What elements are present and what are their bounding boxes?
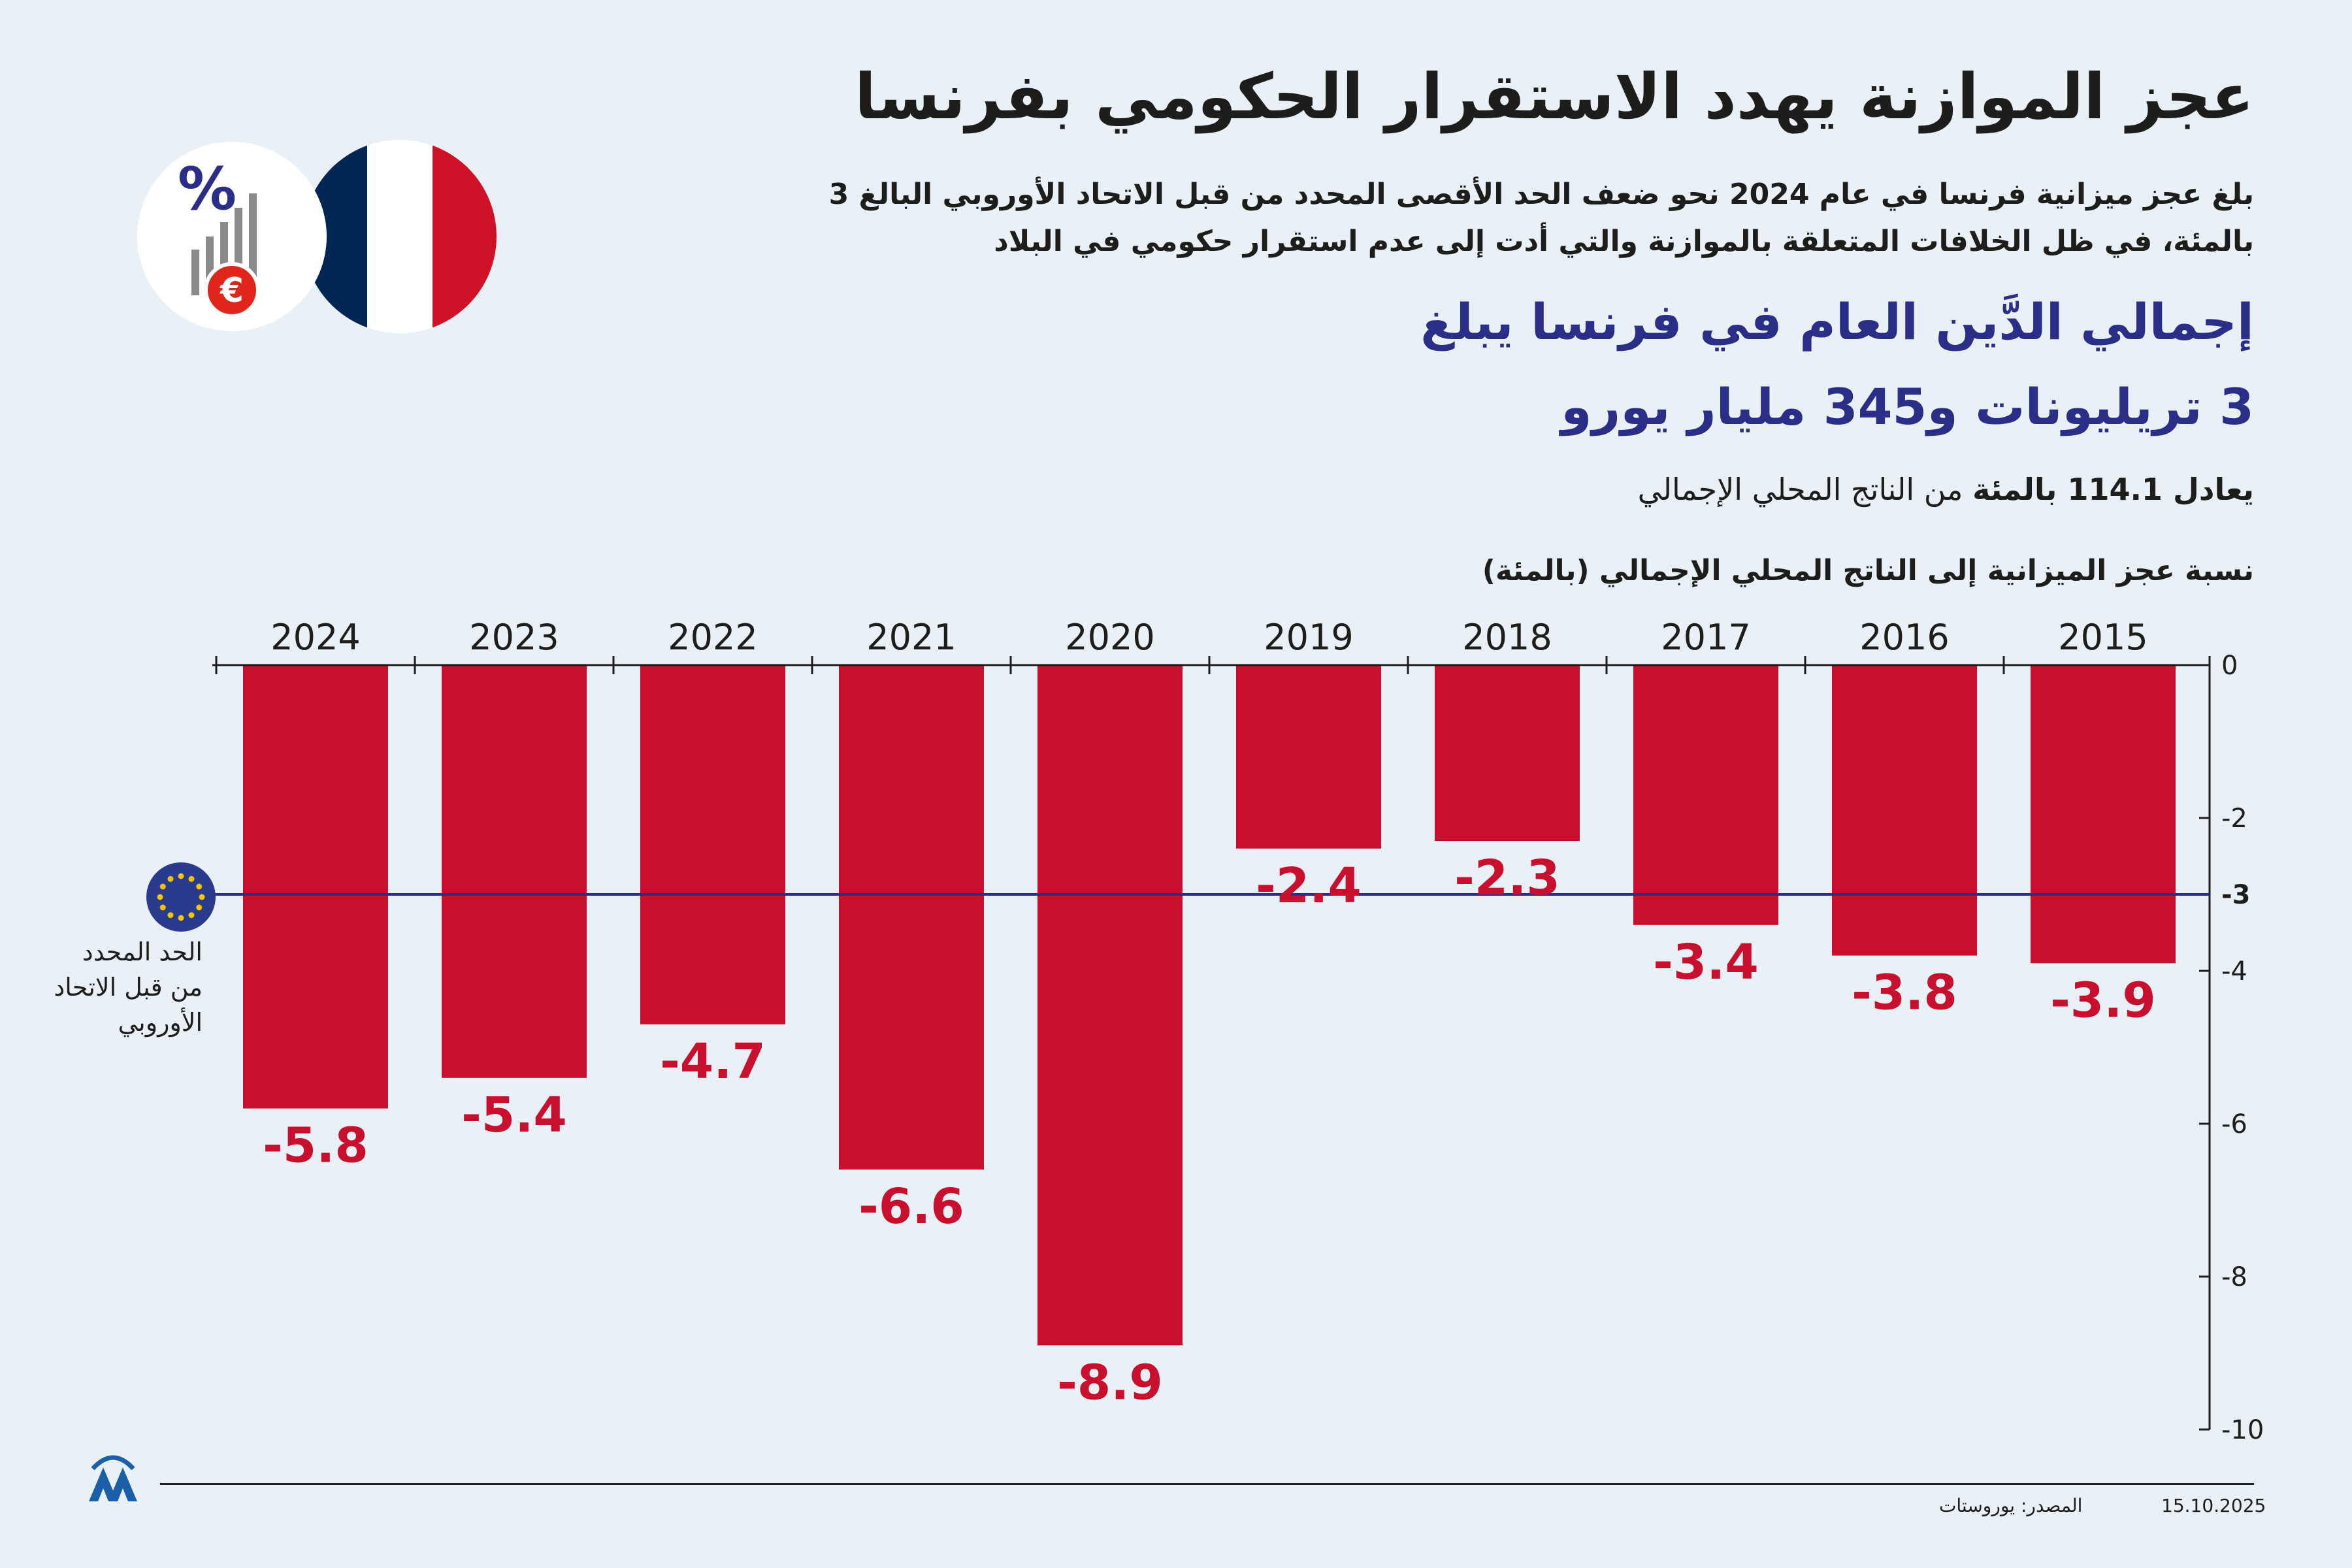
year-label-2016: 2016 bbox=[1859, 617, 1949, 658]
eu-limit-label: الحد المحدد من قبل الاتحاد الأوروبي bbox=[20, 934, 203, 1040]
bar-2017 bbox=[1633, 665, 1778, 925]
y-tick-label: -10 bbox=[2221, 1415, 2264, 1445]
value-label-2022: -4.7 bbox=[660, 1034, 766, 1090]
eu-star bbox=[167, 875, 174, 882]
eu-star bbox=[178, 915, 184, 921]
y-tick-label: -8 bbox=[2221, 1262, 2247, 1292]
debt-heading-line2: 3 تريليونات و345 مليار يورو bbox=[1561, 378, 2254, 436]
bar-2022 bbox=[640, 665, 785, 1024]
gdp-prefix: يعادل bbox=[2162, 472, 2254, 507]
year-label-2019: 2019 bbox=[1264, 617, 1353, 658]
value-label-2021: -6.6 bbox=[858, 1179, 964, 1235]
subtitle: بلغ عجز ميزانية فرنسا في عام 2024 نحو ضع… bbox=[828, 178, 2254, 258]
year-label-2018: 2018 bbox=[1462, 617, 1552, 658]
value-label-2024: -5.8 bbox=[263, 1118, 368, 1174]
eu-star bbox=[157, 894, 163, 900]
eu-star bbox=[196, 904, 203, 911]
y-tick-label: -2 bbox=[2221, 804, 2247, 834]
percent-euro-chart-icon: % € bbox=[137, 142, 327, 331]
y-tick-label: 0 bbox=[2221, 651, 2238, 681]
y-tick-label: -4 bbox=[2221, 956, 2247, 987]
bar-2020 bbox=[1037, 665, 1183, 1346]
y-tick-label: -3 bbox=[2221, 880, 2250, 910]
eu-star bbox=[188, 875, 195, 882]
source-text: المصدر: يوروستات bbox=[1939, 1495, 2083, 1516]
value-label-2016: -3.8 bbox=[1852, 965, 1957, 1021]
euro-symbol: € bbox=[220, 271, 244, 310]
france-flag-icon bbox=[303, 140, 497, 333]
bar-2023 bbox=[442, 665, 587, 1078]
year-label-2022: 2022 bbox=[668, 617, 757, 658]
value-label-2019: -2.4 bbox=[1256, 858, 1362, 914]
year-label-2024: 2024 bbox=[270, 617, 360, 658]
chart-title: نسبة عجز الميزانية إلى الناتج المحلي الإ… bbox=[1482, 554, 2254, 587]
percent-symbol: % bbox=[178, 155, 237, 223]
bar-2024 bbox=[243, 665, 388, 1109]
year-label-2021: 2021 bbox=[866, 617, 956, 658]
eu-star bbox=[159, 883, 166, 890]
axis-layer bbox=[196, 656, 2211, 1431]
bar-2021 bbox=[839, 665, 984, 1170]
eu-star bbox=[199, 894, 205, 900]
eu-limit-label-line1: الحد المحدد bbox=[82, 938, 203, 966]
aa-logo-icon bbox=[89, 1455, 137, 1501]
bar-2016 bbox=[1832, 665, 1977, 956]
gdp-suffix: من الناتج المحلي الإجمالي bbox=[1637, 472, 1973, 507]
bar-2015 bbox=[2031, 665, 2176, 964]
value-label-2023: -5.4 bbox=[461, 1087, 567, 1143]
gdp-value: 114.1 بالمئة bbox=[1972, 472, 2163, 507]
publish-date: 15.10.2025 bbox=[2161, 1495, 2266, 1516]
value-label-2020: -8.9 bbox=[1057, 1354, 1163, 1411]
eu-star bbox=[196, 883, 203, 890]
bar-2018 bbox=[1435, 665, 1580, 841]
value-label-2017: -3.4 bbox=[1653, 934, 1759, 990]
footer-divider bbox=[160, 1483, 2254, 1485]
year-label-2023: 2023 bbox=[469, 617, 559, 658]
eu-star bbox=[188, 912, 195, 919]
year-label-2020: 2020 bbox=[1065, 617, 1154, 658]
labels-layer: 2015 -3.9 2016 -3.8 2017 -3.4 2018 -2.3 2019 -2.4… bbox=[263, 617, 2264, 1445]
eu-star bbox=[167, 912, 174, 919]
y-tick-label: -6 bbox=[2221, 1109, 2247, 1139]
debt-heading-line1: إجمالي الدَّين العام في فرنسا يبلغ bbox=[1420, 293, 2254, 351]
year-label-2015: 2015 bbox=[2058, 617, 2148, 658]
eu-star bbox=[159, 904, 166, 911]
eu-star bbox=[178, 873, 184, 879]
bar-2019 bbox=[1236, 665, 1381, 849]
eu-limit-label-line3: الأوروبي bbox=[118, 1008, 203, 1037]
eu-limit-label-line2: من قبل الاتحاد bbox=[54, 973, 203, 1002]
page-title: عجز الموازنة يهدد الاستقرار الحكومي بفرن… bbox=[855, 60, 2254, 133]
bars-layer bbox=[243, 665, 2176, 1346]
year-label-2017: 2017 bbox=[1661, 617, 1750, 658]
eu-flag-icon bbox=[146, 862, 216, 932]
value-label-2018: -2.3 bbox=[1454, 850, 1560, 906]
gdp-ratio-text: يعادل 114.1 بالمئة من الناتج المحلي الإج… bbox=[1638, 472, 2254, 507]
value-label-2015: -3.9 bbox=[2050, 972, 2156, 1028]
